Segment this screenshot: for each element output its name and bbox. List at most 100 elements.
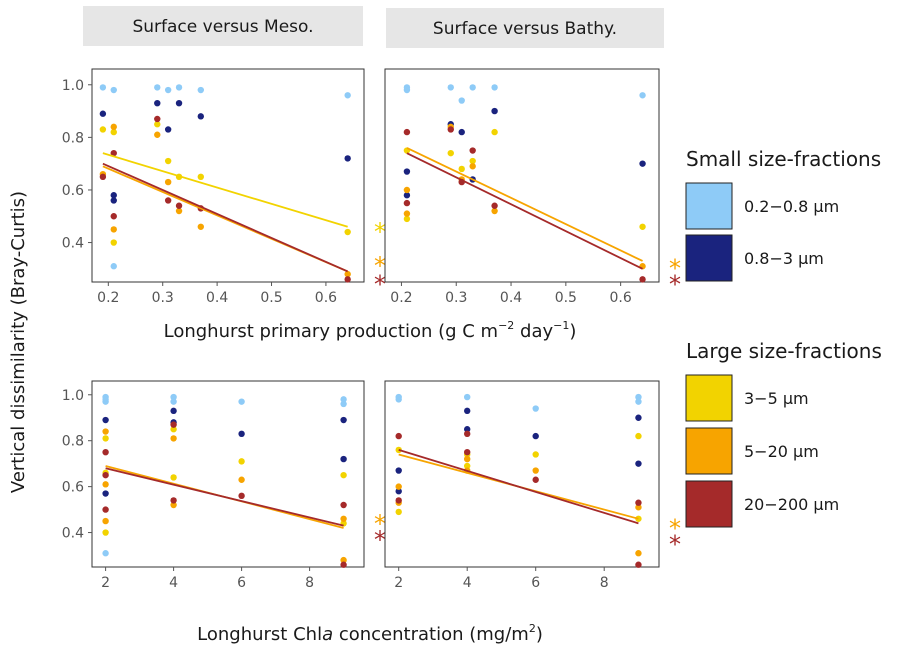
data-point [175, 207, 183, 215]
data-point [532, 467, 539, 474]
series-20-200-m [403, 126, 646, 283]
legend-item-0-2-0-8: 0.2−0.8 µm [685, 182, 839, 230]
data-point [532, 476, 539, 483]
bottom-x-axis-label-pre: Longhurst Chl [197, 624, 322, 645]
series-0-2-0-8-m [395, 393, 642, 412]
data-point [458, 128, 465, 136]
data-point [639, 160, 646, 167]
series-0-8-3-m [102, 407, 347, 497]
legend-swatch-0-8-3 [685, 234, 733, 282]
significance-asterisk: * [374, 270, 386, 298]
data-point [403, 128, 411, 136]
data-point [170, 497, 177, 504]
data-point [491, 84, 498, 91]
x-tick-label: 8 [600, 575, 609, 591]
data-point [458, 97, 465, 104]
data-point [344, 92, 351, 99]
series-5-20-m [102, 428, 347, 564]
data-point [110, 197, 117, 204]
data-point [395, 467, 402, 474]
series-5-20-m [395, 455, 642, 557]
data-point [635, 398, 642, 405]
data-point [99, 173, 107, 181]
data-point [395, 508, 402, 516]
data-point [170, 398, 177, 405]
legend-item-3-5: 3−5 µm [685, 374, 809, 422]
data-point [403, 186, 411, 194]
data-point [170, 501, 177, 509]
data-point [102, 435, 109, 442]
data-point [170, 474, 177, 481]
data-point [635, 460, 642, 467]
data-point [340, 400, 347, 408]
top-x-axis-label-sup2: −1 [553, 319, 569, 332]
panel-title-meso: Surface versus Meso. [132, 17, 313, 37]
data-point [635, 499, 642, 506]
data-point [403, 86, 411, 94]
series-0-2-0-8-m [99, 84, 351, 270]
data-point [464, 430, 471, 438]
x-tick-label: 2 [394, 575, 403, 591]
fit-line-20-200-m [102, 162, 349, 273]
bottom-x-axis-label-post: concentration (mg/m [333, 624, 529, 645]
series-0-2-0-8-m [403, 84, 646, 104]
data-point [395, 396, 402, 403]
data-point [110, 226, 117, 233]
y-tick-label: 0.8 [62, 434, 84, 450]
data-point [532, 451, 539, 458]
data-point [175, 84, 183, 91]
fit-line-20-200-m [105, 467, 344, 527]
bottom-x-axis-label-end: ) [536, 624, 543, 645]
panel-meso-chla: 2 4 6 8 0.4 0.6 0.8 1.0 ** [62, 380, 386, 591]
data-point [395, 497, 402, 504]
x-tick-label: 0.2 [390, 290, 412, 306]
data-point [635, 561, 642, 568]
significance-asterisk: * [669, 530, 681, 558]
y-tick-label: 0.6 [62, 480, 84, 496]
legend-small-title: Small size-fractions [686, 147, 881, 171]
data-point [238, 398, 245, 405]
data-point [99, 84, 107, 91]
data-point [469, 147, 476, 154]
data-point [102, 448, 109, 456]
strip-bathy-background [386, 8, 664, 48]
series-5-20-m [403, 123, 646, 270]
data-point [99, 110, 107, 117]
fit-line-20-200-m [406, 152, 643, 270]
data-point [110, 128, 117, 136]
bottom-x-axis-label-sup: 2 [529, 622, 536, 635]
data-point [340, 416, 347, 424]
panel-bathy-production: 0.2 0.3 0.4 0.5 0.6 ** [384, 68, 681, 306]
data-point [464, 455, 471, 463]
data-point [154, 99, 161, 107]
data-point [491, 207, 498, 215]
data-point [164, 157, 172, 165]
data-point [458, 165, 465, 173]
data-point [197, 86, 204, 94]
y-axis-label: Vertical dissimilarity (Bray-Curtis) [8, 191, 29, 493]
panel-frame [384, 68, 660, 283]
legend-swatch-0-2-0-8 [685, 182, 733, 230]
data-point [340, 455, 347, 463]
top-x-axis-label-main: Longhurst primary production (g C m [164, 321, 498, 342]
panel-meso-production: 0.2 0.3 0.4 0.5 0.60.40.60.81.0*** [62, 68, 386, 306]
fit-line-3-5-m [102, 152, 348, 228]
significance-asterisk: * [669, 270, 681, 298]
data-point [110, 192, 117, 199]
data-point [344, 155, 351, 162]
data-point [635, 414, 642, 421]
series-3-5-m [403, 128, 646, 230]
data-point [340, 561, 347, 568]
data-point [110, 263, 117, 270]
data-point [635, 504, 642, 511]
data-point [464, 393, 471, 401]
top-x-axis-label-end: ) [569, 321, 576, 342]
data-point [154, 84, 161, 91]
data-point [102, 398, 109, 405]
legend: Small size-fractions 0.2−0.8 µm 0.8−3 µm… [685, 147, 882, 528]
panel-frame [91, 68, 365, 283]
data-point [447, 84, 454, 91]
data-point [170, 407, 177, 415]
data-point [170, 421, 177, 428]
data-point [464, 448, 471, 456]
